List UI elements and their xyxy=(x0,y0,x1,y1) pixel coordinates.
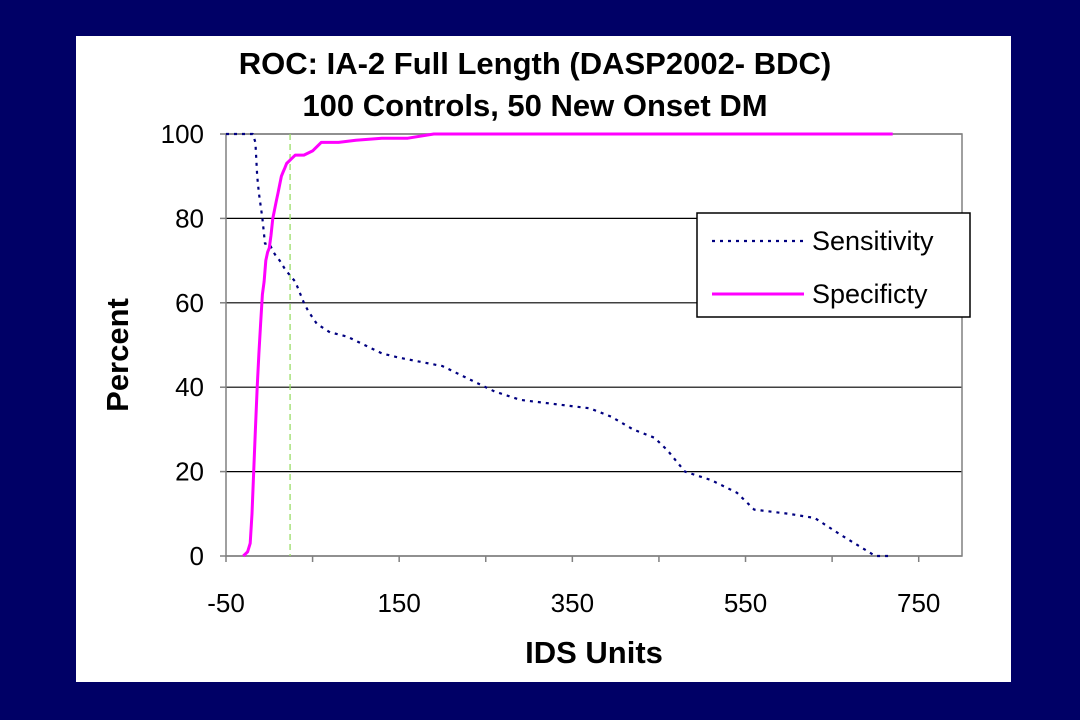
chart-panel: ROC: IA-2 Full Length (DASP2002- BDC) 10… xyxy=(76,36,1011,682)
y-tick-labels: 0 20 40 60 80 100 xyxy=(161,119,226,571)
legend-label-sensitivity: Sensitivity xyxy=(812,226,934,256)
legend-box xyxy=(696,212,971,318)
x-tick-labels: -50 150 350 550 750 xyxy=(207,556,940,618)
y-axis-label: Percent xyxy=(100,298,135,412)
roc-chart: ROC: IA-2 Full Length (DASP2002- BDC) 10… xyxy=(100,46,971,670)
plot-area-border xyxy=(225,133,963,557)
x-tick-label: 150 xyxy=(377,588,420,618)
grid-layer xyxy=(226,133,962,557)
legend-label-specificity: Specificty xyxy=(812,279,928,309)
y-tick-label: 40 xyxy=(175,372,204,402)
y-tick-label: 100 xyxy=(161,119,204,149)
y-tick-label: 20 xyxy=(175,457,204,487)
y-tick-label: 60 xyxy=(175,288,204,318)
series-layer xyxy=(226,132,893,558)
x-tick-label: 550 xyxy=(724,588,767,618)
y-tick-label: 0 xyxy=(190,541,204,571)
chart-subtitle: 100 Controls, 50 New Onset DM xyxy=(302,88,767,123)
x-tick-label: -50 xyxy=(207,588,245,618)
chart-title: ROC: IA-2 Full Length (DASP2002- BDC) xyxy=(239,46,831,81)
y-tick-label: 80 xyxy=(175,203,204,233)
legend: Sensitivity Specificty xyxy=(696,212,971,318)
x-axis-label: IDS Units xyxy=(525,635,663,670)
series-line-specificty xyxy=(242,132,893,558)
series-line-sensitivity xyxy=(226,132,893,558)
x-tick-label: 350 xyxy=(551,588,594,618)
x-tick-label: 750 xyxy=(897,588,940,618)
